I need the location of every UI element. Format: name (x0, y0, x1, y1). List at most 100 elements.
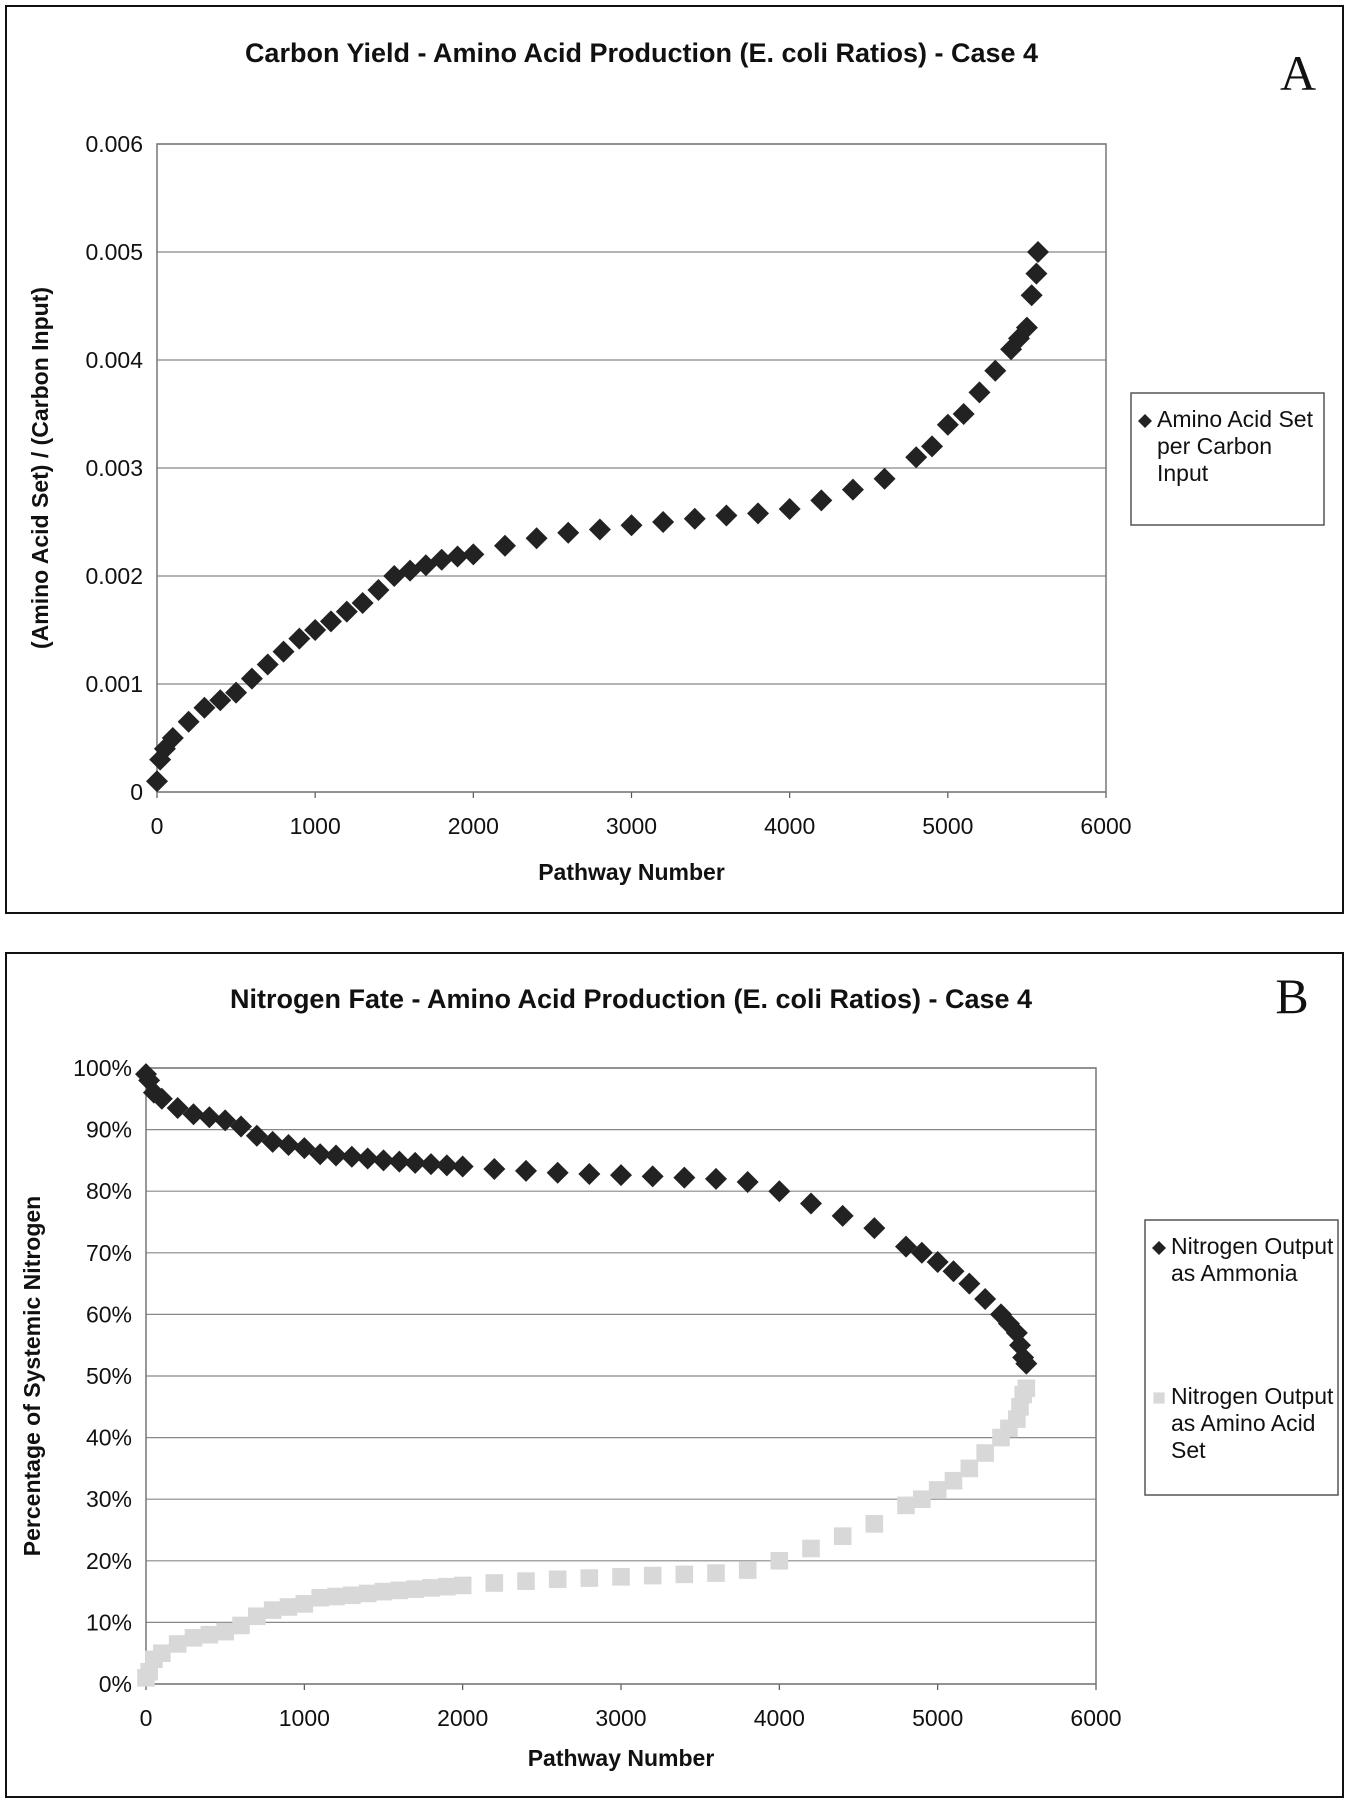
data-point (277, 1134, 300, 1156)
y-tick-label: 80% (86, 1178, 132, 1204)
data-point (548, 1570, 567, 1589)
data-point (525, 527, 548, 550)
data-point (841, 478, 864, 501)
data-point (768, 1180, 791, 1203)
data-point (800, 1192, 822, 1215)
data-point (161, 727, 184, 749)
data-point (928, 1481, 947, 1499)
data-point (913, 1490, 931, 1508)
data-point (351, 592, 374, 614)
data-point (485, 1574, 504, 1592)
data-point (184, 1629, 203, 1647)
data-point (1005, 1321, 1028, 1344)
data-point (279, 1598, 298, 1616)
legend-label: Nitrogen Output as Ammonia (1171, 1233, 1334, 1286)
data-point (340, 1145, 363, 1168)
data-point (388, 1150, 411, 1173)
data-point (200, 1625, 219, 1644)
panel-letter: B (1275, 968, 1308, 1024)
data-point (974, 1288, 997, 1310)
data-point (153, 1644, 171, 1662)
data-point (232, 1616, 250, 1635)
x-tick-label: 3000 (595, 1705, 646, 1731)
data-point (936, 413, 959, 436)
data-point (404, 1151, 427, 1174)
data-point (588, 518, 611, 541)
x-tick-label: 5000 (922, 813, 973, 839)
x-tick-label: 2000 (448, 813, 499, 839)
data-point (1026, 241, 1049, 263)
y-axis-label: Percentage of Systemic Nitrogen (19, 1196, 45, 1556)
chart-title: Nitrogen Fate - Amino Acid Production (E… (230, 984, 1032, 1014)
data-point (557, 521, 580, 544)
data-point (1015, 1352, 1038, 1375)
y-tick-label: 0% (99, 1671, 132, 1697)
data-point (209, 689, 232, 712)
data-point (736, 1170, 759, 1193)
data-point (926, 1251, 949, 1274)
data-point (578, 1162, 601, 1185)
x-tick-label: 4000 (764, 813, 815, 839)
data-point (325, 1144, 347, 1167)
y-tick-label: 0.001 (85, 671, 143, 697)
data-point (309, 1143, 332, 1166)
legend-label: Nitrogen Output as Amino Acid Set (1171, 1383, 1334, 1463)
data-point (865, 1515, 884, 1533)
data-point (833, 1527, 852, 1545)
legend-marker (1153, 1392, 1165, 1404)
data-point (802, 1539, 820, 1558)
data-point (358, 1584, 377, 1603)
data-point (451, 1155, 474, 1178)
x-axis-label: Pathway Number (538, 859, 725, 885)
plot-area (145, 1067, 1097, 1685)
data-point (256, 653, 279, 676)
data-point (546, 1161, 569, 1184)
data-point (863, 1217, 886, 1240)
y-tick-label: 0.002 (85, 563, 143, 589)
data-point (198, 1106, 221, 1129)
data-point (367, 579, 390, 602)
data-point (225, 681, 248, 704)
y-tick-label: 70% (86, 1240, 132, 1266)
x-tick-label: 6000 (1080, 813, 1131, 839)
data-point (612, 1568, 630, 1586)
data-point (356, 1147, 379, 1170)
y-tick-label: 0.005 (85, 239, 143, 265)
data-point (319, 610, 342, 633)
data-point (652, 511, 675, 533)
data-point (580, 1569, 599, 1587)
data-point (168, 1635, 187, 1653)
data-point (968, 381, 991, 404)
legend-box (1144, 1219, 1339, 1496)
data-point (958, 1272, 981, 1295)
data-point (288, 627, 311, 650)
x-tick-label: 0 (151, 813, 164, 839)
data-point (390, 1581, 409, 1600)
legend-marker (1138, 414, 1152, 428)
data-point (831, 1204, 854, 1227)
data-point (453, 1576, 472, 1595)
data-point (1017, 1379, 1036, 1398)
y-axis-label: (Amino Acid Set) / (Carbon Input) (27, 287, 53, 649)
data-point (493, 534, 516, 557)
data-point (438, 1577, 456, 1596)
data-point (515, 1159, 537, 1182)
data-point (683, 507, 706, 530)
x-tick-label: 2000 (437, 1705, 488, 1731)
chart-title: Carbon Yield - Amino Acid Production (E.… (245, 38, 1038, 68)
data-point (910, 1241, 933, 1264)
data-point (921, 435, 944, 458)
y-tick-label: 40% (86, 1425, 132, 1451)
y-tick-label: 0 (130, 779, 143, 805)
y-tick-label: 90% (86, 1117, 132, 1143)
data-point (263, 1601, 282, 1619)
data-point (1025, 262, 1048, 285)
data-point (643, 1566, 662, 1585)
y-tick-label: 50% (86, 1363, 132, 1389)
data-point (673, 1166, 696, 1189)
data-point (1015, 316, 1038, 339)
data-point (295, 1595, 314, 1613)
data-point (240, 667, 263, 690)
data-point (905, 446, 928, 469)
